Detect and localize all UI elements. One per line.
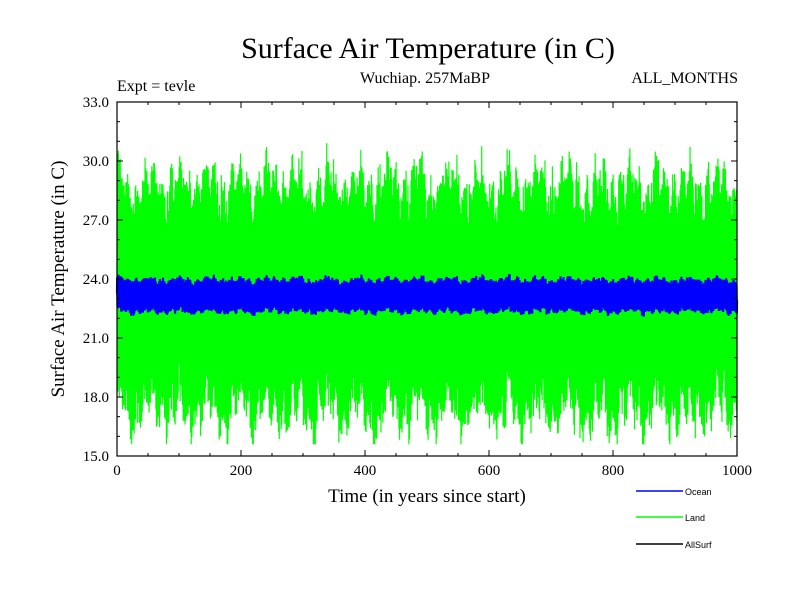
x-tick-label: 200 xyxy=(230,463,253,479)
y-axis-label: Surface Air Temperature (in C) xyxy=(48,161,69,398)
x-tick-label: 400 xyxy=(354,463,377,479)
legend: Ocean Land AllSurf xyxy=(636,487,712,550)
months-label: ALL_MONTHS xyxy=(631,70,738,87)
y-tick-label: 18.0 xyxy=(83,390,109,406)
legend-ocean-label: Ocean xyxy=(685,487,712,497)
y-tick-label: 33.0 xyxy=(83,95,109,111)
chart-title: Surface Air Temperature (in C) xyxy=(241,32,615,65)
series-land-line xyxy=(116,143,738,445)
legend-land-label: Land xyxy=(685,513,705,523)
legend-allsurf-label: AllSurf xyxy=(685,540,712,550)
x-tick-label: 800 xyxy=(602,463,625,479)
series-ocean-line xyxy=(115,273,739,317)
period-label: Wuchiap. 257MaBP xyxy=(360,70,490,87)
y-tick-label: 15.0 xyxy=(83,449,109,465)
axes: 0 200 400 600 800 1000 15.0 18.0 21.0 24.0 27.0 30.… xyxy=(83,95,752,479)
y-tick-label: 24.0 xyxy=(83,272,109,288)
experiment-label: Expt = tevle xyxy=(117,78,195,95)
y-tick-label: 21.0 xyxy=(83,331,109,347)
x-tick-label: 0 xyxy=(113,463,121,479)
y-tick-label: 27.0 xyxy=(83,213,109,229)
plot-series-layer xyxy=(115,143,739,445)
x-tick-label: 600 xyxy=(478,463,501,479)
x-tick-label: 1000 xyxy=(722,463,752,479)
y-tick-label: 30.0 xyxy=(83,154,109,170)
x-axis-label: Time (in years since start) xyxy=(328,486,526,507)
